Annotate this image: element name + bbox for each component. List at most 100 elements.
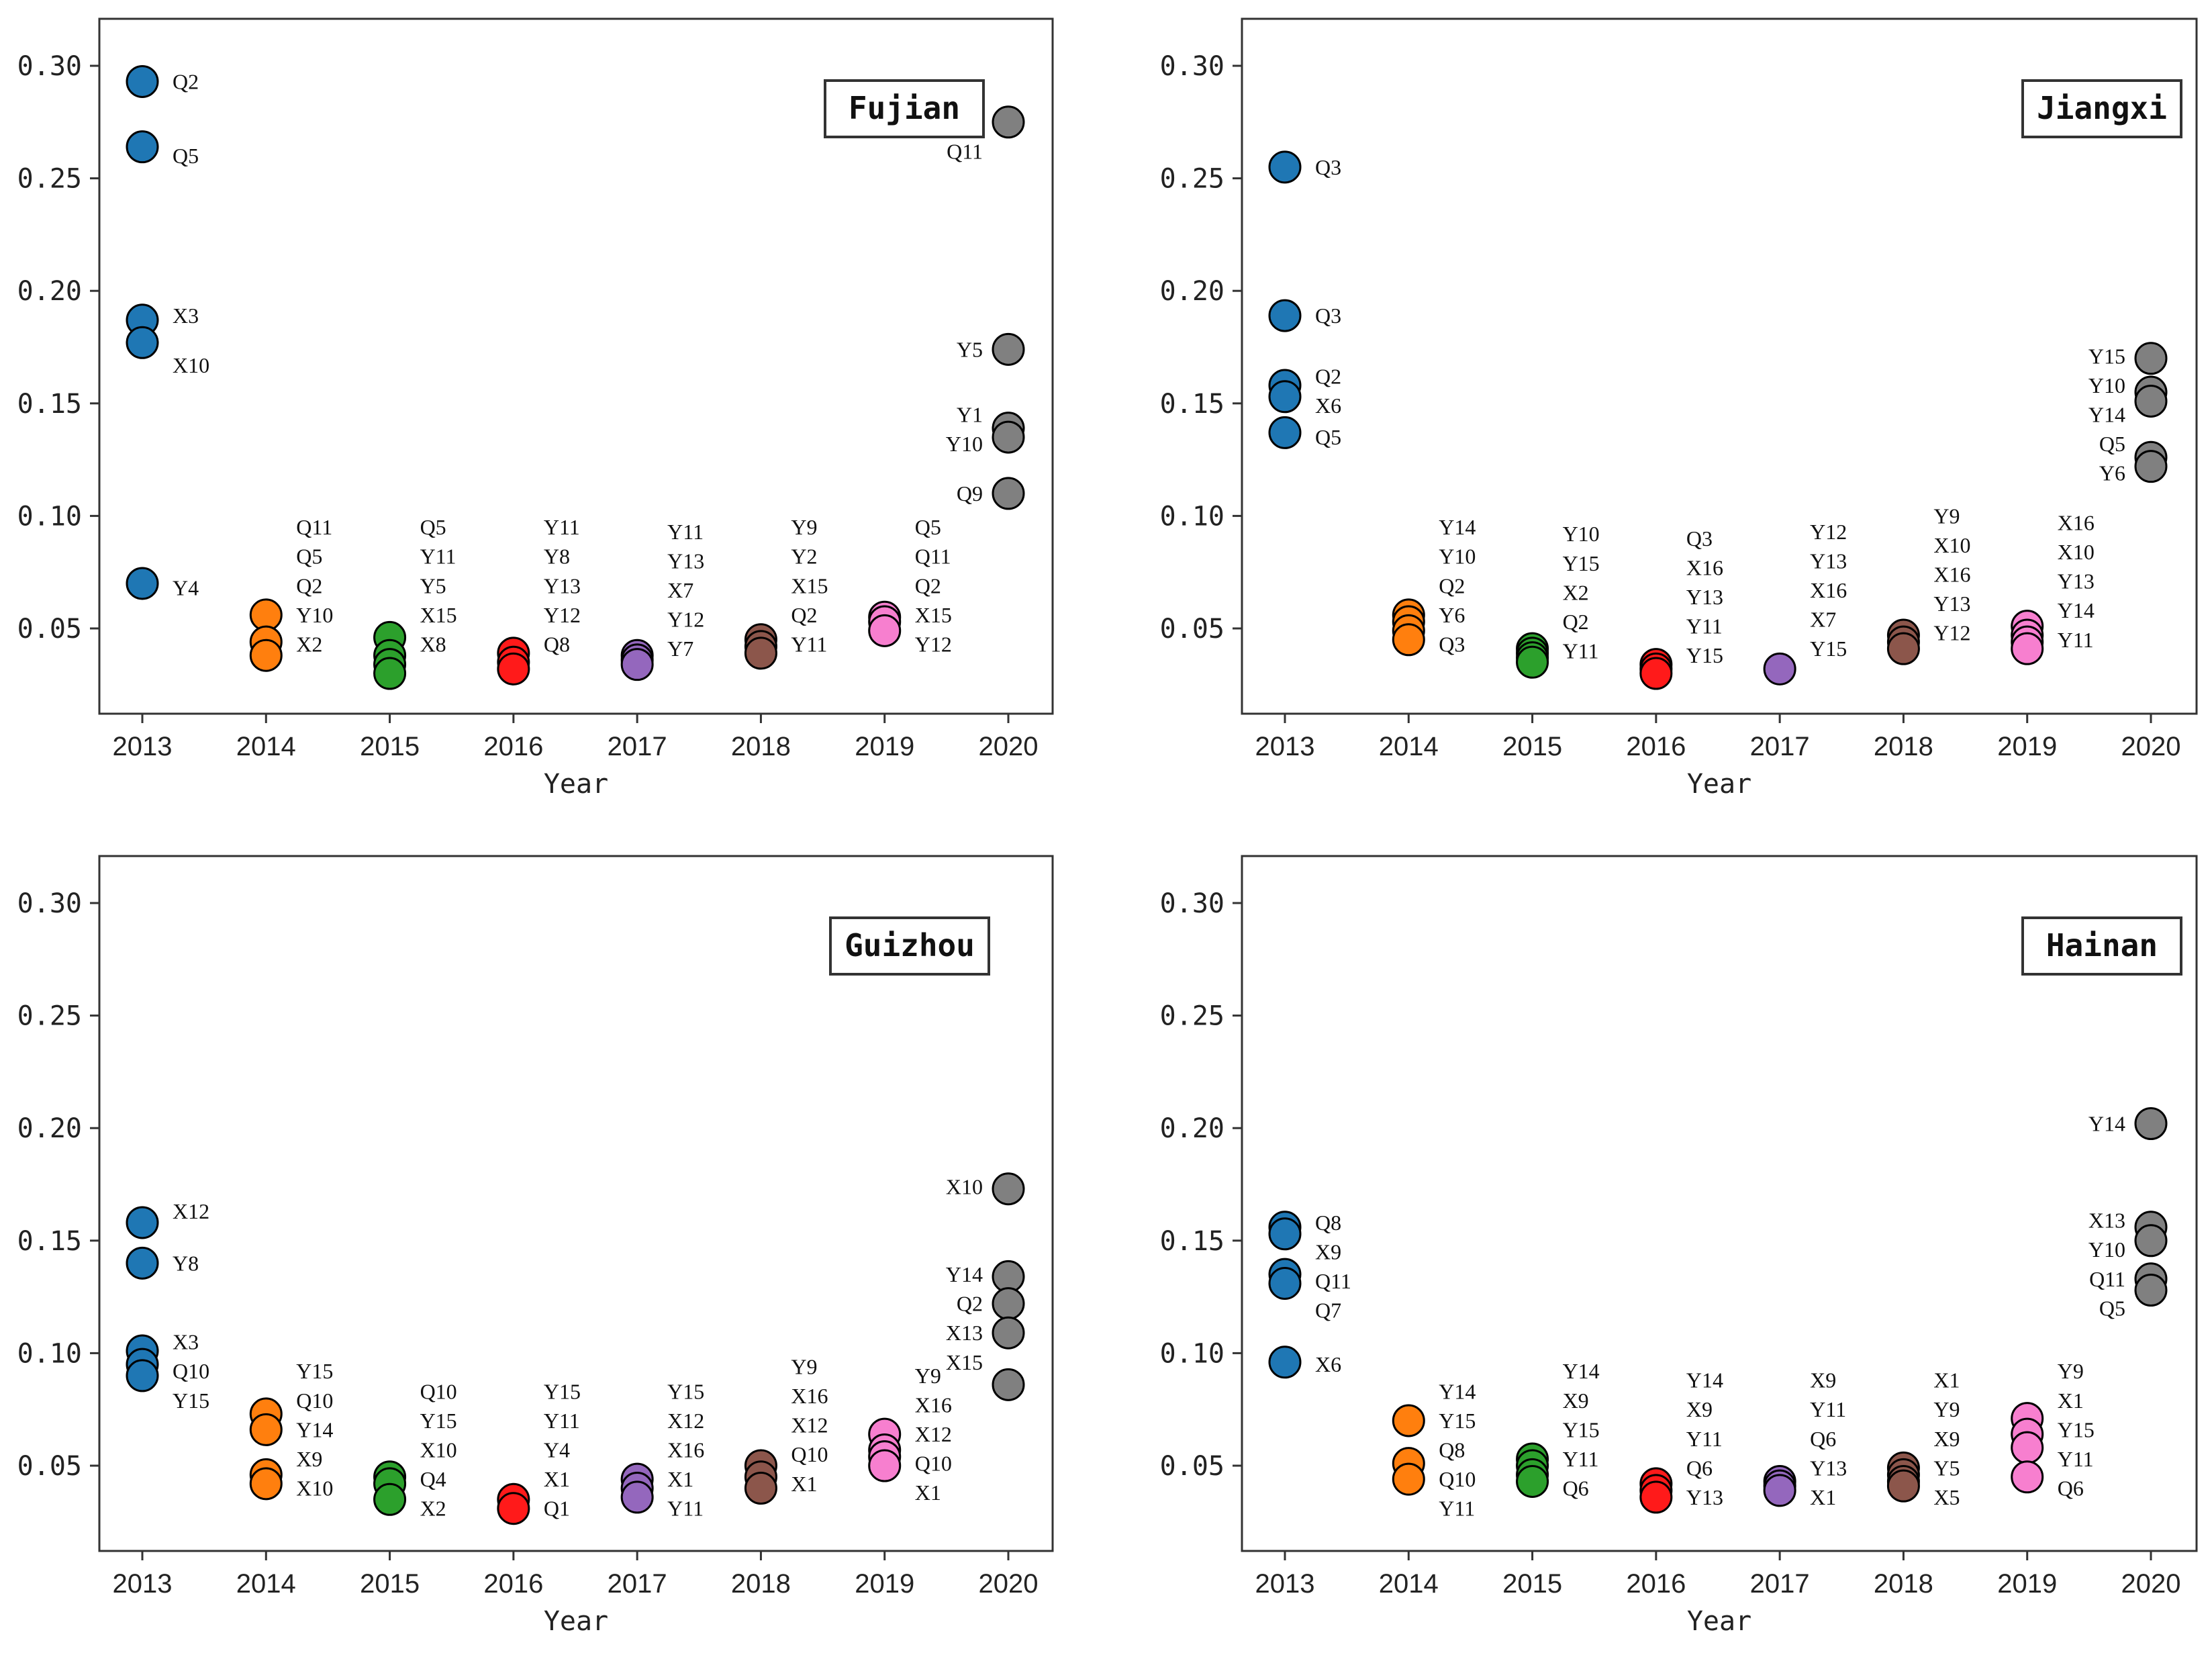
point-label: X9 [1686, 1397, 1713, 1421]
point-label: Y14 [1439, 1379, 1476, 1403]
point-label: Y11 [667, 520, 704, 544]
point-label: Y14 [2058, 598, 2095, 622]
x-tick-label: 2014 [236, 1569, 296, 1599]
x-axis-title: Year [1687, 769, 1751, 800]
y-tick-label: 0.30 [17, 51, 82, 82]
data-point [744, 1472, 777, 1505]
panel-title: Fujian [849, 90, 960, 126]
point-label: X10 [173, 353, 209, 377]
point-label: Y11 [544, 1409, 580, 1433]
point-label: Y11 [791, 632, 827, 656]
data-point [620, 648, 654, 681]
point-label: Q8 [1439, 1438, 1465, 1462]
point-label: Y15 [1439, 1409, 1476, 1433]
panel-jiangxi: 0.05 0.10 0.15 0.20 0.25 0.30 2013 2014 2015 2016… [1160, 17, 2198, 800]
data-point [2134, 1106, 2168, 1140]
y-tick-label: 0.25 [17, 1001, 82, 1032]
point-label: Y15 [1810, 636, 1847, 661]
x-tick-label: 2016 [483, 732, 543, 761]
point-label: X16 [1810, 578, 1847, 602]
point-label: Y15 [2058, 1417, 2095, 1442]
panel-fujian: 0.05 0.10 0.15 0.20 0.25 0.30 2013 2014 2015 2016… [17, 17, 1054, 800]
point-label: Y5 [420, 573, 446, 598]
x-tick-label: 2019 [855, 732, 914, 761]
point-label: X15 [946, 1350, 983, 1374]
point-label: X12 [915, 1422, 952, 1446]
x-tick-label: 2013 [1255, 732, 1315, 761]
point-label: Q2 [915, 573, 941, 598]
point-label: X6 [1315, 393, 1341, 418]
point-label: X9 [1315, 1240, 1341, 1264]
data-point [126, 1246, 159, 1280]
point-label: Y10 [1439, 545, 1476, 569]
point-label: Q2 [957, 1292, 983, 1316]
data-point [1886, 632, 1920, 665]
point-label: Y10 [1563, 522, 1600, 546]
point-label: X6 [1315, 1352, 1341, 1376]
point-label: Y13 [1810, 549, 1847, 573]
y-tick-label: 0.05 [1160, 1451, 1224, 1482]
y-tick-label: 0.10 [1160, 501, 1224, 532]
y-tick-label: 0.20 [1160, 1113, 1224, 1144]
x-tick-label: 2015 [360, 1569, 420, 1599]
point-label: Q3 [1439, 632, 1465, 656]
point-label: Q11 [296, 515, 332, 539]
point-label: X16 [2058, 510, 2095, 534]
x-tick-label: 2013 [113, 1569, 173, 1599]
point-label: X1 [1810, 1485, 1836, 1509]
x-tick-label: 2017 [608, 732, 667, 761]
x-tick-label: 2013 [1255, 1569, 1315, 1599]
point-label: Q2 [296, 573, 322, 598]
y-tick-label: 0.25 [17, 164, 82, 195]
point-label: Q8 [544, 632, 570, 656]
point-label: Y10 [946, 432, 983, 456]
point-label: Q11 [2089, 1267, 2125, 1291]
data-point [126, 64, 159, 98]
point-label: Y15 [1563, 1417, 1600, 1442]
point-label: Y11 [420, 545, 456, 569]
data-point [992, 332, 1025, 366]
y-tick-label: 0.15 [17, 1226, 82, 1257]
data-point [2134, 1224, 2168, 1258]
data-point [2134, 1274, 2168, 1307]
point-label: Y15 [544, 1379, 581, 1403]
x-tick-label: 2018 [1874, 1569, 1933, 1599]
x-tick-label: 2015 [1502, 732, 1562, 761]
point-label: Q11 [1315, 1269, 1351, 1293]
data-point [1392, 623, 1425, 657]
data-point [2011, 1460, 2044, 1494]
panel-title: Guizhou [845, 927, 975, 963]
point-label: Y11 [1563, 1447, 1599, 1471]
point-label: Q2 [1439, 573, 1465, 598]
point-label: X1 [544, 1467, 570, 1491]
y-tick-label: 0.25 [1160, 164, 1224, 195]
x-tick-label: 2016 [483, 1569, 543, 1599]
data-point [1639, 1480, 1673, 1514]
y-tick-label: 0.20 [17, 276, 82, 307]
point-label: Y4 [544, 1438, 570, 1462]
data-point [2134, 384, 2168, 418]
point-label: Q2 [1563, 610, 1589, 634]
point-label: Y9 [2058, 1359, 2084, 1383]
point-label: X9 [1810, 1368, 1836, 1392]
x-axis-title: Year [1687, 1606, 1751, 1637]
point-label: Y12 [1933, 621, 1970, 645]
x-tick-label: 2013 [113, 732, 173, 761]
x-tick-label: 2017 [1750, 732, 1810, 761]
data-point [497, 652, 530, 686]
data-point [373, 1482, 407, 1516]
y-tick-label: 0.10 [17, 501, 82, 532]
point-label: Y15 [296, 1359, 333, 1383]
point-label: Q11 [947, 139, 983, 163]
point-label: Q5 [296, 545, 322, 569]
point-label: Q5 [173, 144, 199, 168]
point-label: X10 [420, 1438, 457, 1462]
data-point [1268, 1217, 1302, 1251]
point-label: Y13 [544, 573, 581, 598]
point-label: Y13 [2058, 569, 2095, 594]
x-axis-title: Year [544, 1606, 608, 1637]
point-label: Y14 [1563, 1359, 1600, 1383]
point-label: X15 [915, 603, 952, 627]
x-tick-label: 2014 [1379, 732, 1439, 761]
panel-title: Hainan [2046, 927, 2158, 963]
